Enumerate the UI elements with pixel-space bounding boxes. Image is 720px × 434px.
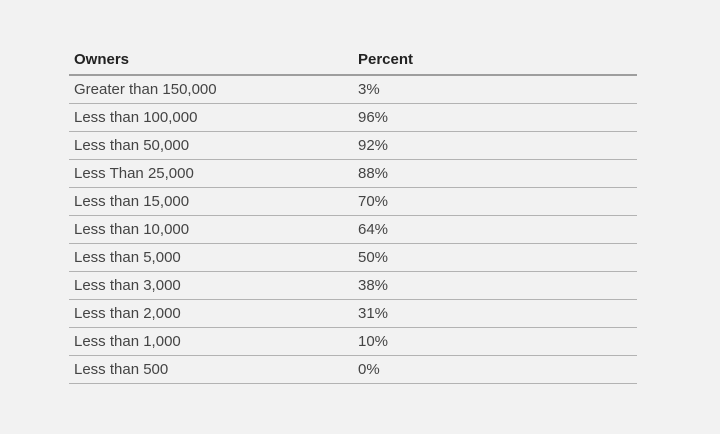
owners-cell: Less than 15,000 (69, 187, 353, 216)
percent-cell: 64% (353, 215, 637, 244)
owners-cell: Less than 1,000 (69, 327, 353, 356)
percent-cell: 70% (353, 187, 637, 216)
table-header-row: Owners Percent (69, 45, 637, 76)
owners-percent-table: Owners Percent Greater than 150,000 3% L… (69, 45, 637, 384)
owners-cell: Less than 500 (69, 355, 353, 384)
table-row: Less than 5,000 50% (69, 243, 637, 272)
percent-cell: 31% (353, 299, 637, 328)
table-row: Less than 10,000 64% (69, 215, 637, 244)
owners-cell: Less than 10,000 (69, 215, 353, 244)
owners-cell: Less than 2,000 (69, 299, 353, 328)
percent-cell: 88% (353, 159, 637, 188)
table-row: Greater than 150,000 3% (69, 75, 637, 104)
percent-cell: 0% (353, 355, 637, 384)
owners-cell: Less than 3,000 (69, 271, 353, 300)
percent-cell: 50% (353, 243, 637, 272)
owners-percent-table-container: Owners Percent Greater than 150,000 3% L… (69, 45, 637, 384)
table-row: Less Than 25,000 88% (69, 159, 637, 188)
percent-cell: 96% (353, 103, 637, 132)
table-row: Less than 500 0% (69, 355, 637, 384)
percent-cell: 38% (353, 271, 637, 300)
percent-cell: 3% (353, 75, 637, 104)
table-row: Less than 2,000 31% (69, 299, 637, 328)
table-row: Less than 1,000 10% (69, 327, 637, 356)
table-row: Less than 50,000 92% (69, 131, 637, 160)
percent-cell: 92% (353, 131, 637, 160)
owners-cell: Less Than 25,000 (69, 159, 353, 188)
table-row: Less than 15,000 70% (69, 187, 637, 216)
column-header-owners: Owners (69, 45, 353, 76)
column-header-percent: Percent (353, 45, 637, 76)
table-row: Less than 3,000 38% (69, 271, 637, 300)
owners-cell: Greater than 150,000 (69, 75, 353, 104)
percent-cell: 10% (353, 327, 637, 356)
owners-cell: Less than 5,000 (69, 243, 353, 272)
owners-cell: Less than 50,000 (69, 131, 353, 160)
table-row: Less than 100,000 96% (69, 103, 637, 132)
owners-cell: Less than 100,000 (69, 103, 353, 132)
